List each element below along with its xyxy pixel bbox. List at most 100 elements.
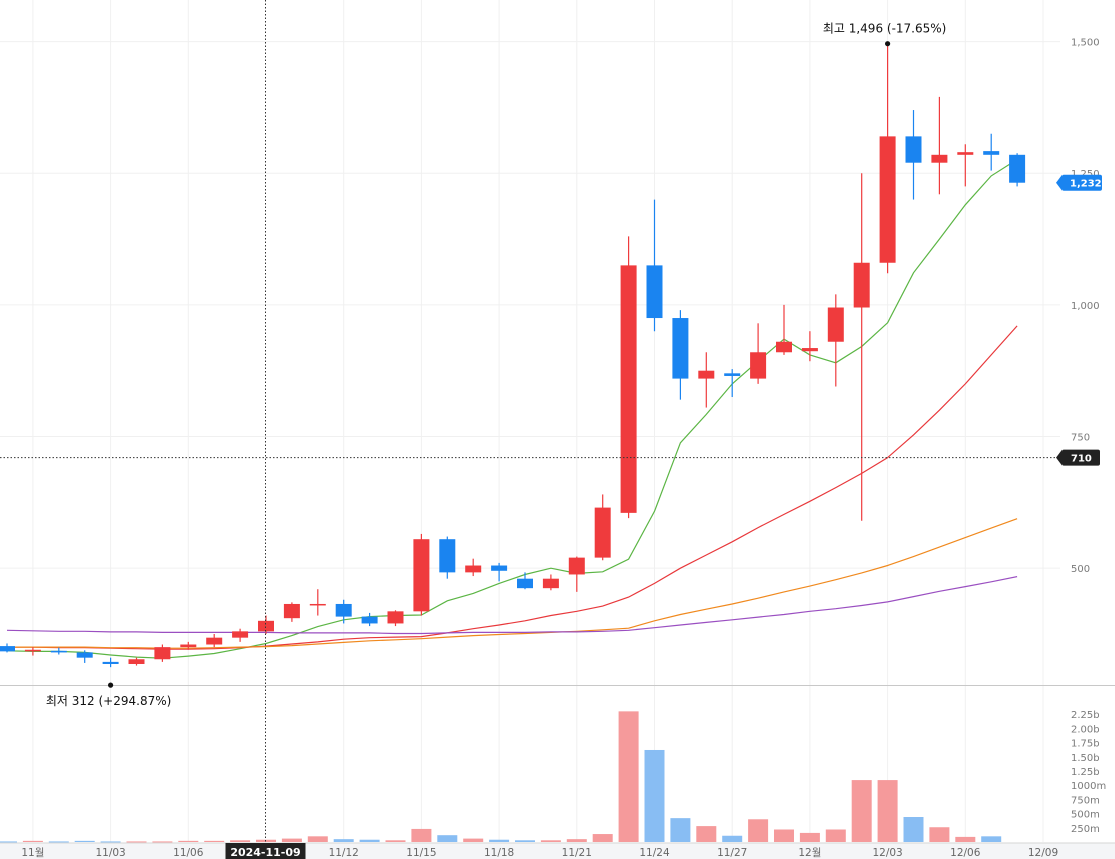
candle-body (154, 647, 171, 660)
date-axis: 11월 11/03 11/06 11/12 11/15 11/18 11/21 11/24 11… (21, 847, 1058, 859)
volume-tick-label: 1.75b (1071, 739, 1100, 750)
candle-body (931, 154, 948, 163)
candle-body (387, 611, 404, 624)
volume-bar (955, 836, 976, 842)
low-point-marker (108, 682, 114, 688)
price-tick-label: 500 (1071, 564, 1090, 575)
volume-bar (489, 839, 510, 842)
candle-body (309, 603, 326, 606)
volume-bar (178, 840, 199, 842)
candle-body (465, 565, 482, 573)
candle-body (724, 373, 741, 376)
volume-bar (929, 827, 950, 842)
candle-body (361, 616, 378, 624)
candle-body (283, 603, 300, 619)
volume-bar (230, 840, 251, 842)
moving-average-lines (6, 158, 1018, 659)
date-tick-label: 11/03 (95, 847, 125, 859)
candle-body (827, 307, 844, 342)
volume-tick-label: 1000m (1071, 781, 1106, 792)
candle-body (335, 603, 352, 617)
volume-axis: 2.25b 2.00b 1.75b 1.50b 1.25b 1000m 750m 500m 25… (1071, 710, 1106, 835)
volume-tick-label: 250m (1071, 824, 1100, 835)
crosshair-price-tag-label: 710 (1071, 454, 1092, 465)
candle-body (879, 136, 896, 263)
candle-body (983, 151, 1000, 155)
volume-tick-label: 1.50b (1071, 753, 1100, 764)
candle-body (542, 578, 559, 589)
date-tick-label: 11/24 (639, 847, 670, 859)
candle-body (0, 646, 15, 652)
date-tick-label: 11월 (21, 847, 44, 859)
volume-tick-label: 1.25b (1071, 767, 1100, 778)
volume-bar (774, 829, 794, 842)
candle-body (776, 341, 792, 353)
volume-bar (515, 840, 535, 842)
volume-bar (748, 819, 769, 842)
date-tick-label: 11/06 (173, 847, 204, 859)
candle-body (206, 637, 223, 645)
volume-bar (540, 840, 561, 842)
volume-bar (74, 840, 95, 842)
moving-average-line (7, 325, 1018, 650)
candle-body (76, 652, 93, 658)
volume-bar (903, 817, 924, 842)
high-price-label: 최고 1,496 (-17.65%) (823, 22, 947, 36)
date-tick-label: 11/18 (484, 847, 514, 859)
volume-bar (204, 840, 225, 842)
volume-bar (618, 711, 639, 842)
volume-tick-label: 750m (1071, 795, 1100, 806)
moving-average-line (6, 576, 1018, 635)
crosshair-date-tag (225, 843, 306, 859)
candle-body (646, 265, 663, 319)
high-point-marker (885, 41, 891, 47)
price-tick-label: 1,000 (1071, 301, 1100, 312)
date-tick-label: 11/15 (406, 847, 436, 859)
last-price-tag-label: 1,232 (1070, 179, 1102, 190)
volume-tick-label: 500m (1071, 810, 1100, 821)
candle-body (439, 539, 456, 573)
candle-body (750, 352, 767, 379)
volume-bar (644, 749, 665, 842)
candle-body (672, 318, 689, 379)
volume-bar (799, 832, 820, 842)
volume-bar (722, 835, 743, 842)
date-axis-background (0, 843, 1115, 859)
moving-average-line (7, 518, 1018, 649)
price-tick-label: 750 (1071, 433, 1090, 444)
candle-body (1009, 154, 1026, 183)
candle-body (568, 557, 585, 575)
volume-bar (463, 838, 484, 842)
volume-bar (411, 828, 432, 842)
date-tick-label: 12/03 (872, 847, 902, 859)
date-tick-label: 12월 (798, 847, 821, 859)
candlesticks (0, 43, 1026, 668)
candle-body (853, 262, 870, 308)
candle-body (957, 152, 974, 155)
date-tick-label: 11/21 (562, 847, 592, 859)
candle-body (180, 644, 197, 648)
annotations: 최고 1,496 (-17.65%) 최저 312 (+294.87%) (46, 22, 946, 708)
volume-bars (0, 711, 1002, 843)
candle-body (698, 370, 715, 379)
crosshair-price-tag (1062, 449, 1100, 466)
candle-body (24, 649, 41, 652)
volume-bar (825, 829, 846, 842)
date-tick-label: 12/06 (950, 847, 981, 859)
candle-body (258, 620, 274, 632)
candle-body (232, 631, 249, 638)
candle-body (491, 565, 508, 571)
volume-bar (592, 834, 613, 842)
crosshair-date-tag-label: 2024-11-09 (230, 846, 300, 859)
date-tick-label: 11/12 (329, 847, 359, 859)
date-tick-label: 12/09 (1028, 847, 1058, 859)
volume-bar (385, 840, 406, 842)
crosshair-price-tag-arrow (1056, 449, 1062, 466)
volume-bar (307, 836, 328, 842)
volume-bar (281, 838, 302, 842)
candle-body (128, 659, 145, 664)
